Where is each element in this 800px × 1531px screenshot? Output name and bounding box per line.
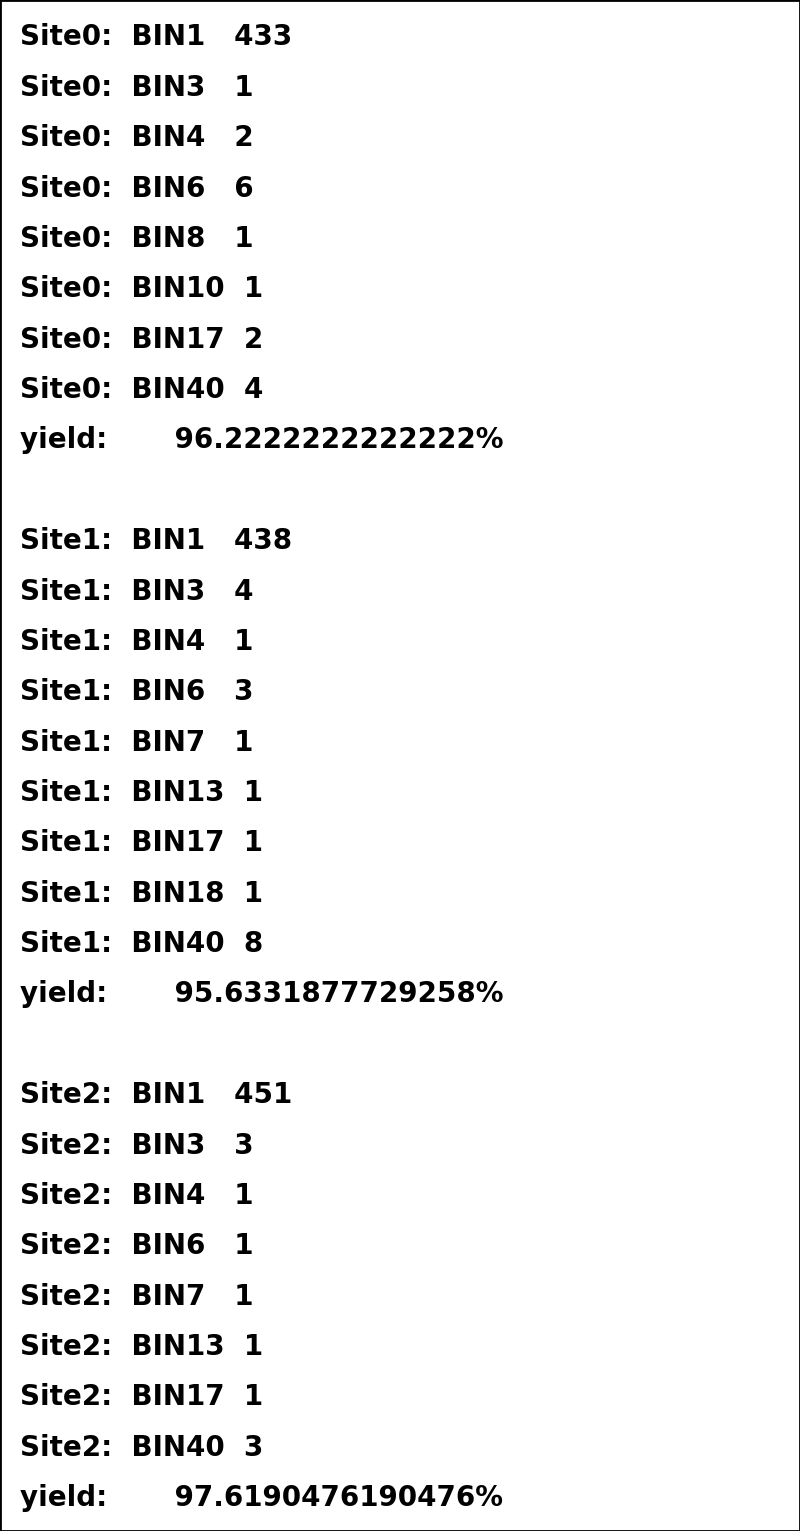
Text: Site2:  BIN40  3: Site2: BIN40 3 xyxy=(20,1435,263,1462)
Text: Site2:  BIN6   1: Site2: BIN6 1 xyxy=(20,1232,254,1260)
Text: Site1:  BIN3   4: Site1: BIN3 4 xyxy=(20,577,254,605)
Text: Site2:  BIN13  1: Site2: BIN13 1 xyxy=(20,1334,263,1361)
Text: Site0:  BIN1   433: Site0: BIN1 433 xyxy=(20,23,292,52)
Text: Site0:  BIN10  1: Site0: BIN10 1 xyxy=(20,276,263,303)
Text: Site1:  BIN6   3: Site1: BIN6 3 xyxy=(20,678,254,706)
Text: Site1:  BIN40  8: Site1: BIN40 8 xyxy=(20,931,263,958)
Text: Site2:  BIN7   1: Site2: BIN7 1 xyxy=(20,1283,254,1311)
Text: Site1:  BIN13  1: Site1: BIN13 1 xyxy=(20,779,263,807)
Text: yield:       96.2222222222222%: yield: 96.2222222222222% xyxy=(20,427,503,455)
Text: Site2:  BIN1   451: Site2: BIN1 451 xyxy=(20,1081,292,1108)
Text: Site0:  BIN3   1: Site0: BIN3 1 xyxy=(20,73,254,101)
Text: Site0:  BIN40  4: Site0: BIN40 4 xyxy=(20,377,263,404)
Text: Site1:  BIN7   1: Site1: BIN7 1 xyxy=(20,729,254,756)
Text: Site0:  BIN4   2: Site0: BIN4 2 xyxy=(20,124,254,152)
Text: Site0:  BIN8   1: Site0: BIN8 1 xyxy=(20,225,254,253)
Text: Site0:  BIN17  2: Site0: BIN17 2 xyxy=(20,326,263,354)
Text: Site2:  BIN3   3: Site2: BIN3 3 xyxy=(20,1131,254,1159)
Text: yield:       97.6190476190476%: yield: 97.6190476190476% xyxy=(20,1484,503,1513)
Text: Site2:  BIN17  1: Site2: BIN17 1 xyxy=(20,1384,263,1412)
Text: Site1:  BIN18  1: Site1: BIN18 1 xyxy=(20,880,263,908)
Text: Site0:  BIN6   6: Site0: BIN6 6 xyxy=(20,175,254,202)
Text: Site1:  BIN17  1: Site1: BIN17 1 xyxy=(20,830,263,857)
Text: Site1:  BIN4   1: Site1: BIN4 1 xyxy=(20,628,254,655)
Text: Site1:  BIN1   438: Site1: BIN1 438 xyxy=(20,527,292,556)
Text: yield:       95.6331877729258%: yield: 95.6331877729258% xyxy=(20,980,503,1009)
Text: Site2:  BIN4   1: Site2: BIN4 1 xyxy=(20,1182,254,1209)
